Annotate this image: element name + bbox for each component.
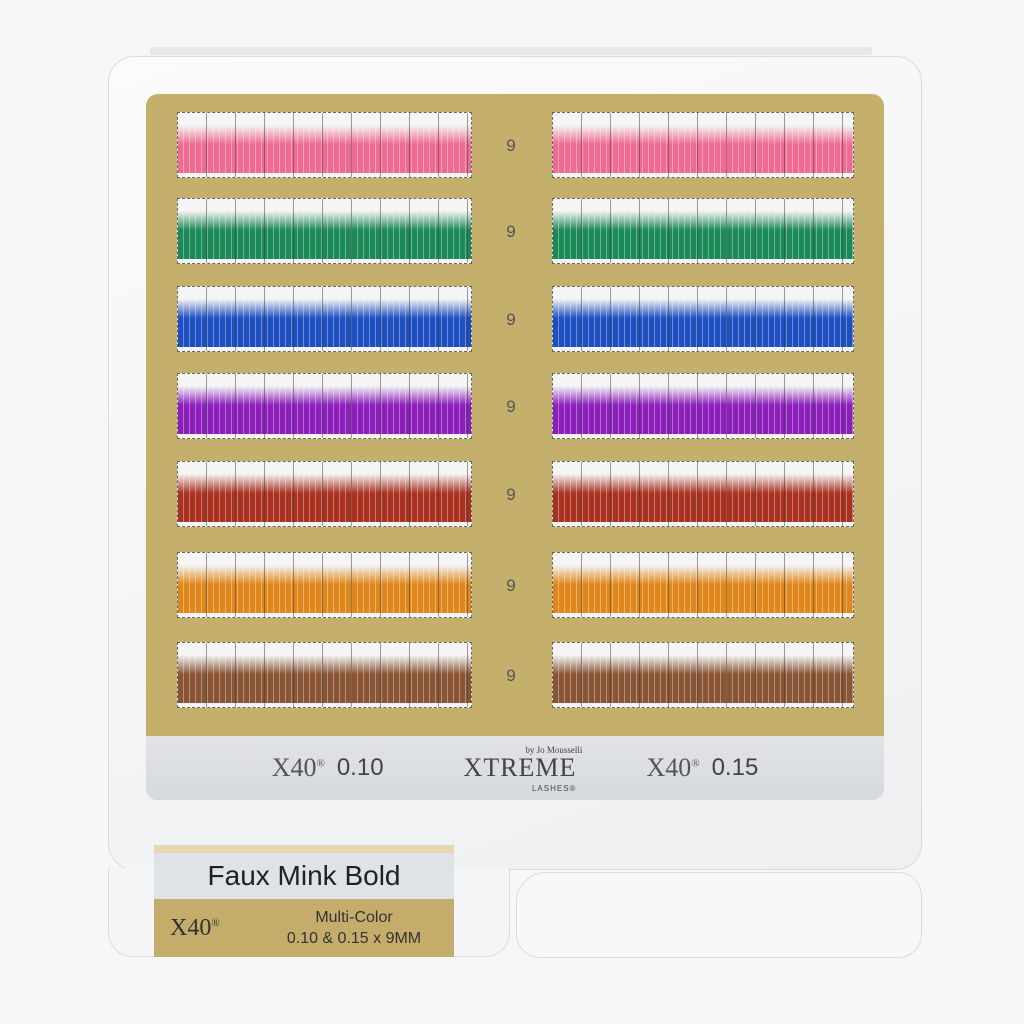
x40-logo: X40® bbox=[271, 753, 325, 782]
ruler-guides bbox=[178, 199, 471, 263]
lash-length-label: 9 bbox=[506, 310, 516, 329]
label-stripe bbox=[154, 845, 454, 853]
lash-tray-card: 9 9 9 9 9 9 9 X40® 0.10 by Jo Mousselli XTREME L… bbox=[146, 94, 884, 800]
lash-strip-left bbox=[177, 198, 472, 264]
ruler-guides bbox=[553, 462, 853, 526]
lash-length-label: 9 bbox=[506, 666, 516, 685]
description-line: Multi-Color bbox=[315, 909, 393, 926]
product-name: Faux Mink Bold bbox=[154, 853, 454, 899]
ruler-guides bbox=[178, 553, 471, 617]
description-line: 0.10 & 0.15 x 9MM bbox=[286, 930, 422, 947]
case-hinge bbox=[150, 47, 872, 55]
ruler-guides bbox=[178, 462, 471, 526]
lash-length-label: 9 bbox=[506, 397, 516, 416]
lash-strip-right bbox=[552, 286, 854, 352]
ruler-guides bbox=[178, 287, 471, 351]
product-label: Faux Mink Bold X40® Multi-Color 0.10 & 0… bbox=[154, 845, 454, 957]
ruler-guides bbox=[553, 199, 853, 263]
ruler-guides bbox=[553, 287, 853, 351]
xtreme-lashes-logo: by Jo Mousselli XTREME LASHES® bbox=[463, 745, 583, 793]
lash-strip-right bbox=[552, 642, 854, 708]
ruler-guides bbox=[178, 643, 471, 707]
lash-strip-right bbox=[552, 552, 854, 618]
lash-strip-right bbox=[552, 112, 854, 178]
tray-footer: X40® 0.10 by Jo Mousselli XTREME LASHES® X… bbox=[146, 736, 884, 800]
case-lid-right bbox=[516, 872, 922, 958]
lash-strip-right bbox=[552, 373, 854, 439]
lash-strip-left bbox=[177, 286, 472, 352]
lash-strip-left bbox=[177, 552, 472, 618]
ruler-guides bbox=[178, 374, 471, 438]
ruler-guides bbox=[178, 113, 471, 177]
lash-length-label: 9 bbox=[506, 222, 516, 241]
lash-length-label: 9 bbox=[506, 136, 516, 155]
lash-strip-left bbox=[177, 642, 472, 708]
lash-strip-left bbox=[177, 461, 472, 527]
x40-logo: X40® bbox=[170, 914, 220, 941]
lash-strip-left bbox=[177, 373, 472, 439]
left-thickness: 0.10 bbox=[336, 754, 384, 781]
lash-strip-right bbox=[552, 461, 854, 527]
ruler-guides bbox=[553, 113, 853, 177]
label-info: X40® Multi-Color 0.10 & 0.15 x 9MM bbox=[154, 899, 454, 957]
lash-strip-left bbox=[177, 112, 472, 178]
ruler-guides bbox=[553, 643, 853, 707]
lash-length-label: 9 bbox=[506, 576, 516, 595]
ruler-guides bbox=[553, 374, 853, 438]
lash-strip-right bbox=[552, 198, 854, 264]
ruler-guides bbox=[553, 553, 853, 617]
lash-length-label: 9 bbox=[506, 485, 516, 504]
product-description: Multi-Color 0.10 & 0.15 x 9MM bbox=[254, 907, 454, 949]
right-thickness: 0.15 bbox=[711, 754, 759, 781]
x40-logo: X40® bbox=[646, 753, 700, 782]
